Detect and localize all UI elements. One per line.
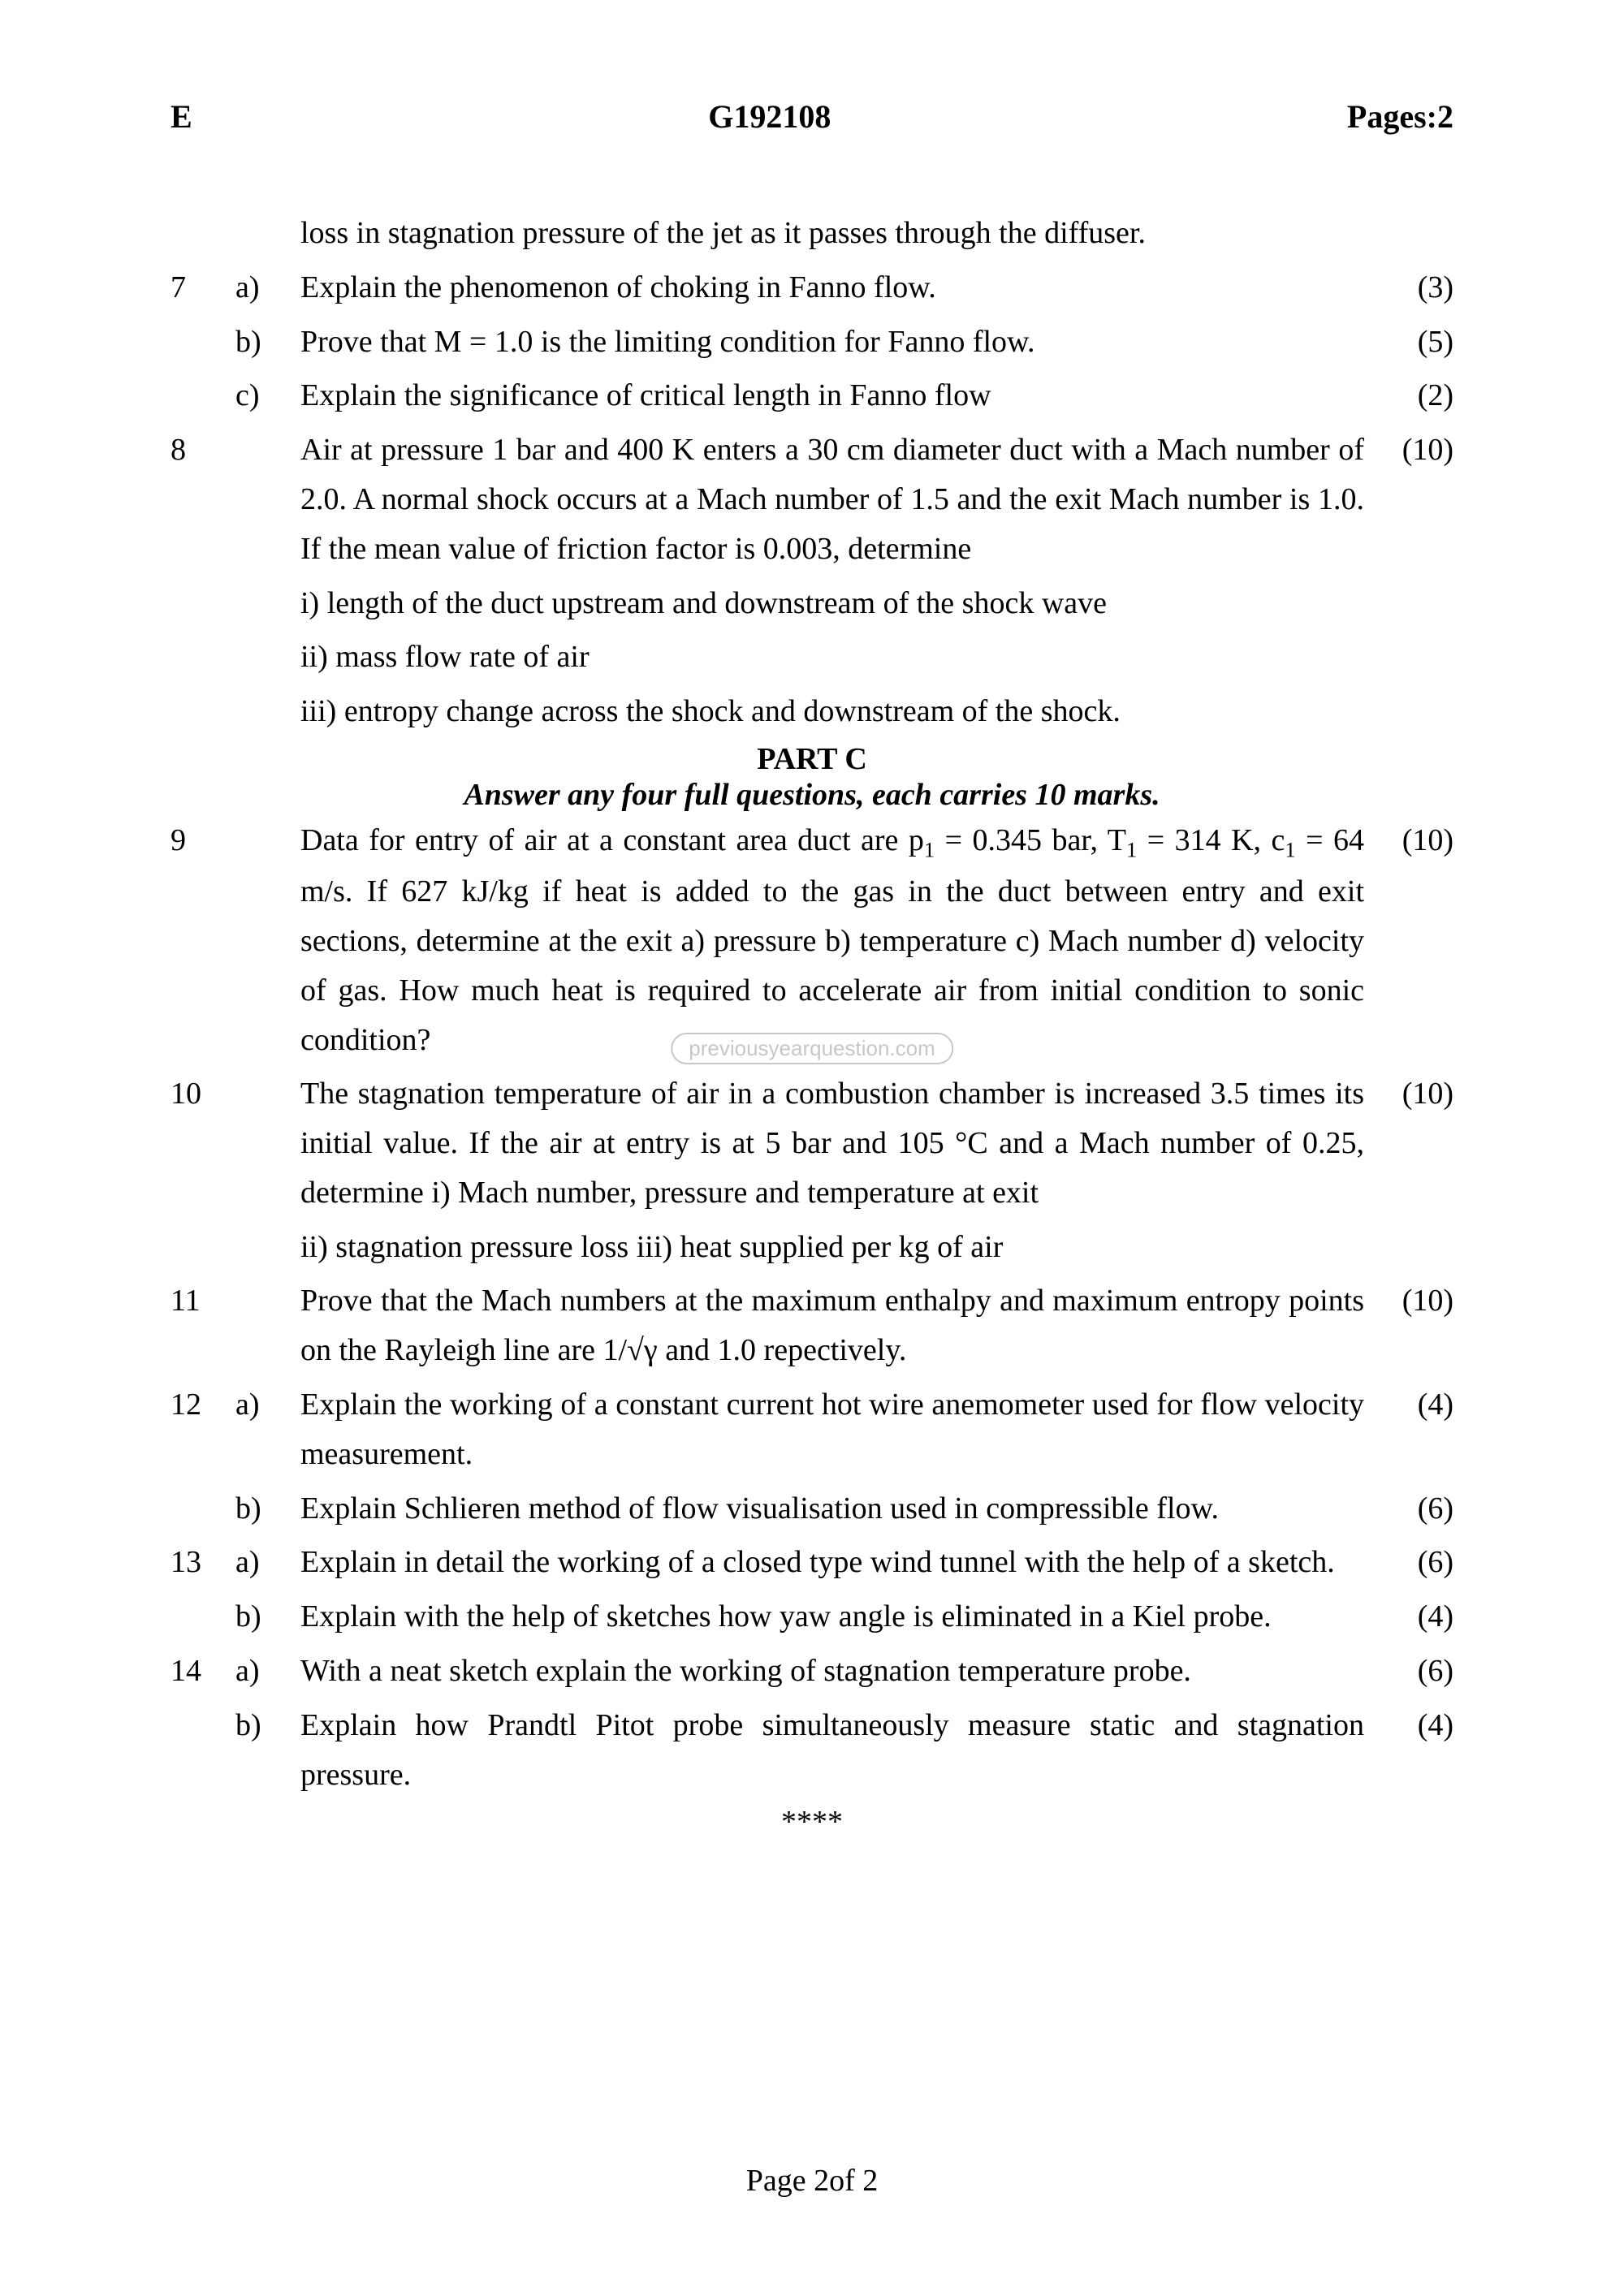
header-center: G192108 (708, 97, 831, 136)
question-number: 10 (171, 1069, 235, 1119)
question-row: b)Explain how Prandtl Pitot probe simult… (171, 1701, 1453, 1800)
question-text: The stagnation temperature of air in a c… (300, 1069, 1389, 1217)
question-row: b)Explain Schlieren method of flow visua… (171, 1484, 1453, 1534)
question-row: 10 The stagnation temperature of air in a… (171, 1069, 1453, 1217)
question-text: Explain the phenomenon of choking in Fan… (300, 263, 1389, 313)
question-marks: (6) (1389, 1538, 1453, 1587)
question-subpart: a) (235, 1380, 300, 1430)
question-row: 7a)Explain the phenomenon of choking in … (171, 263, 1453, 313)
question-number: 11 (171, 1276, 235, 1326)
question-marks: (10) (1389, 1069, 1453, 1119)
question-text: Data for entry of air at a constant area… (300, 816, 1389, 1064)
question-text: i) length of the duct upstream and downs… (300, 579, 1389, 628)
question-text: loss in stagnation pressure of the jet a… (300, 209, 1389, 258)
question-marks: (10) (1389, 425, 1453, 475)
question-row: b)Prove that M = 1.0 is the limiting con… (171, 317, 1453, 367)
part-c-title: PART C (171, 741, 1453, 777)
question-marks: (10) (1389, 816, 1453, 865)
question-number: 13 (171, 1538, 235, 1587)
end-stars: **** (171, 1804, 1453, 1840)
question-number: 8 (171, 425, 235, 475)
header-left: E (171, 97, 192, 136)
question-subpart: c) (235, 371, 300, 421)
question-row: 8 Air at pressure 1 bar and 400 K enters … (171, 425, 1453, 573)
question-row: 9 Data for entry of air at a constant are… (171, 816, 1453, 1064)
question-marks: (3) (1389, 263, 1453, 313)
question-text: ii) mass flow rate of air (300, 632, 1389, 682)
question-marks: (2) (1389, 371, 1453, 421)
question-number: 9 (171, 816, 235, 865)
question-row: b)Explain with the help of sketches how … (171, 1592, 1453, 1642)
question-row: 12a)Explain the working of a constant cu… (171, 1380, 1453, 1479)
question-text: Prove that M = 1.0 is the limiting condi… (300, 317, 1389, 367)
question-text: With a neat sketch explain the working o… (300, 1646, 1389, 1696)
header-right: Pages:2 (1347, 97, 1453, 136)
question-text: Prove that the Mach numbers at the maxim… (300, 1276, 1389, 1375)
part-c-subtitle: Answer any four full questions, each car… (171, 777, 1453, 813)
question-text: Explain with the help of sketches how ya… (300, 1592, 1389, 1642)
question-row: loss in stagnation pressure of the jet a… (171, 209, 1453, 258)
question-row: iii) entropy change across the shock and… (171, 687, 1453, 736)
question-marks: (4) (1389, 1701, 1453, 1750)
question-marks: (4) (1389, 1380, 1453, 1430)
question-text: iii) entropy change across the shock and… (300, 687, 1389, 736)
questions-block-2: 9 Data for entry of air at a constant are… (171, 816, 1453, 1799)
question-row: 11 Prove that the Mach numbers at the max… (171, 1276, 1453, 1375)
page-header: E G192108 Pages:2 (171, 97, 1453, 136)
question-row: 13a)Explain in detail the working of a c… (171, 1538, 1453, 1587)
question-row: i) length of the duct upstream and downs… (171, 579, 1453, 628)
questions-block-1: loss in stagnation pressure of the jet a… (171, 209, 1453, 736)
question-number: 12 (171, 1380, 235, 1430)
question-text: ii) stagnation pressure loss iii) heat s… (300, 1223, 1389, 1272)
question-row: ii) stagnation pressure loss iii) heat s… (171, 1223, 1453, 1272)
question-number: 7 (171, 263, 235, 313)
question-row: ii) mass flow rate of air (171, 632, 1453, 682)
question-text: Explain how Prandtl Pitot probe simultan… (300, 1701, 1389, 1800)
question-subpart: b) (235, 317, 300, 367)
question-text: Air at pressure 1 bar and 400 K enters a… (300, 425, 1389, 573)
question-row: c)Explain the significance of critical l… (171, 371, 1453, 421)
question-marks: (5) (1389, 317, 1453, 367)
question-text: Explain the working of a constant curren… (300, 1380, 1389, 1479)
question-marks: (10) (1389, 1276, 1453, 1326)
question-marks: (6) (1389, 1646, 1453, 1696)
question-subpart: b) (235, 1701, 300, 1750)
page-footer: Page 2of 2 (0, 2163, 1624, 2199)
question-row: 14a)With a neat sketch explain the worki… (171, 1646, 1453, 1696)
question-subpart: a) (235, 1538, 300, 1587)
question-text: Explain the significance of critical len… (300, 371, 1389, 421)
question-marks: (4) (1389, 1592, 1453, 1642)
question-subpart: b) (235, 1484, 300, 1534)
exam-page: E G192108 Pages:2 loss in stagnation pre… (0, 0, 1624, 2296)
question-text: Explain Schlieren method of flow visuali… (300, 1484, 1389, 1534)
question-subpart: a) (235, 263, 300, 313)
question-number: 14 (171, 1646, 235, 1696)
question-subpart: b) (235, 1592, 300, 1642)
question-text: Explain in detail the working of a close… (300, 1538, 1389, 1587)
question-subpart: a) (235, 1646, 300, 1696)
question-marks: (6) (1389, 1484, 1453, 1534)
